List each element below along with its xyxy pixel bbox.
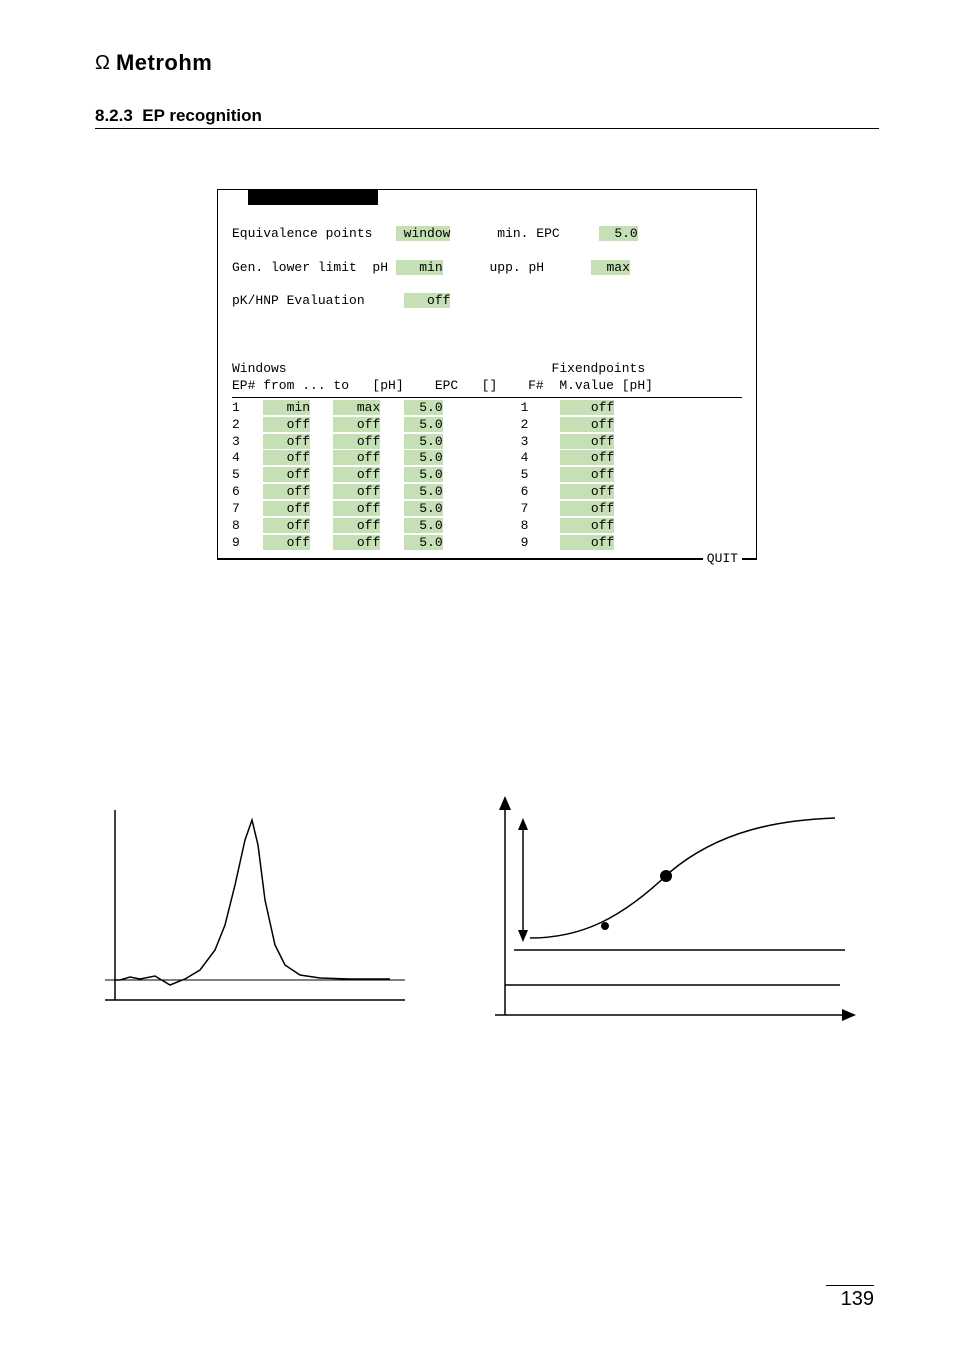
page-number: 139 xyxy=(826,1285,874,1311)
quit-label[interactable]: QUIT xyxy=(703,551,742,566)
table-headers: Windows EP# from ... to [pH] EPC [] Fixe… xyxy=(232,361,742,395)
terminal-box: Equivalence points window min. EPC 5.0 G… xyxy=(217,189,757,560)
table-row: 9 off off 5.0 9 off xyxy=(232,535,742,552)
quit-divider: QUIT xyxy=(218,558,756,559)
chart-sig-inner-y-up-arrow-icon xyxy=(518,818,528,830)
blank-row xyxy=(232,327,742,344)
logo-text: Metrohm xyxy=(116,50,212,76)
chart-sig-curve xyxy=(530,818,835,938)
fixendpoints-columns: F# M.value [pH] xyxy=(528,378,653,393)
chart-peak xyxy=(100,805,410,1025)
fixendpoints-title: Fixendpoints xyxy=(552,361,646,376)
table-row: 7 off off 5.0 7 off xyxy=(232,501,742,518)
charts-row xyxy=(100,790,879,1025)
windows-title: Windows xyxy=(232,361,287,376)
value-min-epc: 5.0 xyxy=(599,226,638,241)
top-row-3: pK/HNP Evaluation off xyxy=(232,293,742,310)
top-row-2: Gen. lower limit pH min upp. pH max xyxy=(232,260,742,277)
page: Ω Metrohm 8.2.3 EP recognition Equivalen… xyxy=(0,0,954,1351)
value-ep-mode: window xyxy=(396,226,451,241)
value-pk-hnp: off xyxy=(404,293,451,308)
section-heading: 8.2.3 EP recognition xyxy=(95,106,879,129)
table-row: 6 off off 5.0 6 off xyxy=(232,484,742,501)
table-row: 4 off off 5.0 4 off xyxy=(232,450,742,467)
chart-peak-curve xyxy=(115,820,390,985)
table-row: 1 min max 5.0 1 off xyxy=(232,400,742,417)
data-rows: 1 min max 5.0 1 off2 off off 5.0 2 off3 … xyxy=(232,400,742,552)
table-row: 3 off off 5.0 3 off xyxy=(232,434,742,451)
chart-sig-marker-large xyxy=(660,870,672,882)
windows-columns: EP# from ... to [pH] EPC [] xyxy=(232,378,497,393)
label-pk-hnp: pK/HNP Evaluation xyxy=(232,293,365,308)
label-gen-lower-limit: Gen. lower limit pH xyxy=(232,260,388,275)
section-number: 8.2.3 xyxy=(95,106,133,125)
chart-sigmoid xyxy=(470,790,860,1025)
terminal-content: Equivalence points window min. EPC 5.0 G… xyxy=(218,205,756,558)
label-equivalence-points: Equivalence points xyxy=(232,226,372,241)
value-gen-lower: min xyxy=(396,260,443,275)
top-row-1: Equivalence points window min. EPC 5.0 xyxy=(232,226,742,243)
logo-omega-icon: Ω xyxy=(95,52,110,75)
label-min-epc: min. EPC xyxy=(497,226,559,241)
chart-sig-y-arrow-icon xyxy=(499,796,511,810)
terminal-title-bar xyxy=(248,189,378,205)
value-upp-ph: max xyxy=(591,260,630,275)
chart-sig-x-arrow-icon xyxy=(842,1009,856,1021)
chart-sig-inner-y-down-arrow-icon xyxy=(518,930,528,942)
section-title: EP recognition xyxy=(142,106,262,125)
label-upp-ph: upp. pH xyxy=(489,260,544,275)
table-row: 5 off off 5.0 5 off xyxy=(232,467,742,484)
table-row: 2 off off 5.0 2 off xyxy=(232,417,742,434)
table-row: 8 off off 5.0 8 off xyxy=(232,518,742,535)
divider-line xyxy=(232,397,742,398)
header: Ω Metrohm xyxy=(95,50,879,76)
chart-sig-marker-small xyxy=(601,922,609,930)
